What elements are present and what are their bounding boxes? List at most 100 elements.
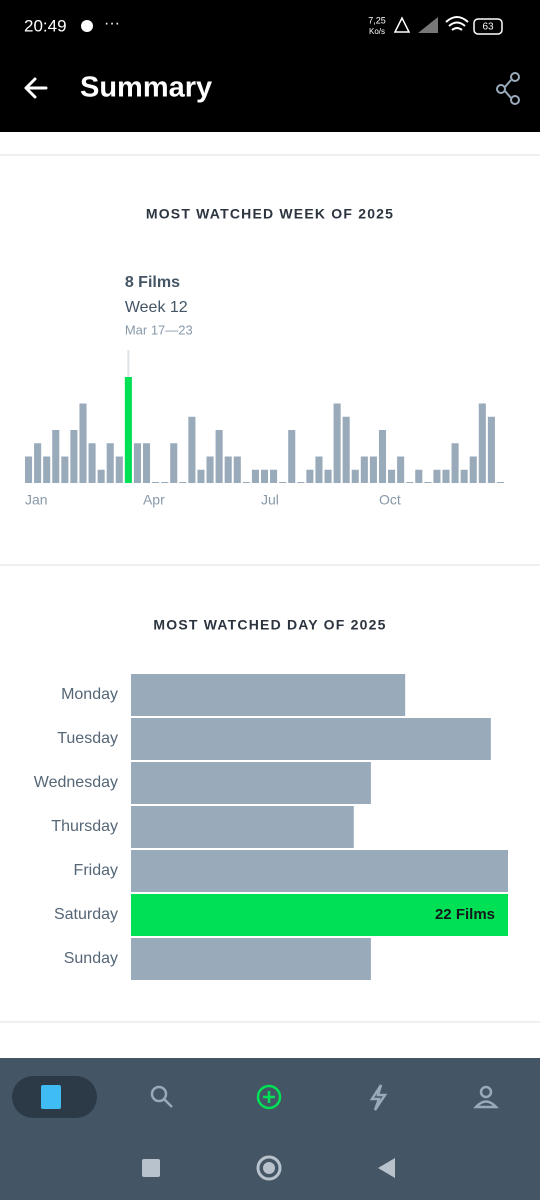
- bar: [360, 456, 368, 483]
- bar: [197, 469, 205, 483]
- highlight-label: 8 Films: [125, 274, 180, 291]
- bar: [52, 430, 60, 483]
- signal-icon: [418, 17, 438, 33]
- bar: [34, 443, 42, 483]
- bar: [460, 469, 468, 483]
- bar: [133, 443, 141, 483]
- net-unit: Ko/s: [369, 27, 385, 36]
- bar: [451, 443, 459, 483]
- bar: [297, 482, 305, 483]
- bar: [88, 443, 96, 483]
- bar: [142, 443, 151, 483]
- bar: [260, 469, 269, 483]
- bar: [131, 806, 354, 848]
- time: 20:49: [24, 16, 67, 35]
- bar: [487, 416, 495, 483]
- bar: [215, 430, 223, 483]
- bar: [170, 443, 178, 483]
- highlight-week: Week 12: [125, 299, 188, 316]
- bar: [131, 674, 406, 716]
- battery-icon: [473, 18, 503, 35]
- profile-tab[interactable]: [473, 1085, 499, 1109]
- chart-title: MOST WATCHED DAY OF 2025: [153, 617, 386, 633]
- x-tick-label: Jul: [261, 492, 279, 508]
- bar: [378, 430, 387, 483]
- bar: [131, 894, 508, 936]
- category-label: Sunday: [64, 950, 118, 967]
- bar: [70, 430, 78, 483]
- bar: [324, 469, 332, 483]
- recents-button[interactable]: [142, 1159, 160, 1177]
- bar: [115, 456, 123, 483]
- bar: [131, 718, 491, 760]
- bar: [369, 456, 377, 483]
- category-label: Friday: [74, 862, 118, 879]
- nav-back-button[interactable]: [378, 1158, 395, 1178]
- x-tick-label: Jan: [25, 492, 48, 508]
- bar: [251, 469, 259, 483]
- x-tick-label: Apr: [143, 492, 165, 508]
- wifi-icon: [445, 16, 469, 31]
- bar: [342, 416, 350, 483]
- bar: [25, 456, 33, 483]
- bar: [388, 469, 396, 483]
- bar: [333, 403, 341, 483]
- add-tab[interactable]: [256, 1084, 282, 1110]
- bar: [442, 469, 450, 483]
- bar: [478, 403, 486, 483]
- highlight-dates: Mar 17—23: [125, 322, 193, 337]
- bar: [233, 456, 241, 483]
- status-icon: [81, 20, 93, 32]
- bar: [315, 456, 323, 483]
- bar: [161, 482, 169, 483]
- home-button[interactable]: [256, 1155, 282, 1181]
- bar: [131, 762, 371, 804]
- bar: [124, 377, 132, 483]
- category-label: Thursday: [51, 818, 118, 835]
- category-label: Wednesday: [34, 774, 118, 791]
- bar: [415, 469, 423, 483]
- bar: [79, 403, 87, 483]
- net-speed: 7,25: [368, 15, 386, 25]
- bar: [242, 482, 250, 483]
- category-label: Monday: [61, 686, 118, 703]
- bar: [188, 416, 196, 483]
- share-button[interactable]: [496, 72, 520, 105]
- bar: [61, 456, 69, 483]
- bar: [97, 469, 105, 483]
- activity-tab[interactable]: [369, 1084, 388, 1111]
- bar: [270, 469, 278, 483]
- mute-icon: [393, 16, 411, 33]
- top-bar: [0, 0, 540, 132]
- back-button[interactable]: [24, 77, 48, 99]
- bar: [469, 456, 477, 483]
- category-label: Tuesday: [57, 730, 118, 747]
- bar: [433, 469, 441, 483]
- bar: [224, 456, 232, 483]
- bar: [306, 469, 314, 483]
- search-tab[interactable]: [150, 1085, 173, 1108]
- value-label: 22 Films: [435, 906, 495, 923]
- category-label: Saturday: [54, 906, 118, 923]
- header-title: Summary: [80, 72, 212, 104]
- bar: [131, 938, 371, 980]
- bar: [424, 482, 432, 483]
- bar: [397, 456, 405, 483]
- films-tab-icon[interactable]: [41, 1085, 61, 1109]
- bar: [279, 482, 287, 483]
- bar: [152, 482, 160, 483]
- status-dots: ···: [104, 15, 120, 32]
- bar: [206, 456, 214, 483]
- bar: [496, 482, 505, 483]
- home-button-dot: [263, 1162, 275, 1174]
- bar: [179, 482, 187, 483]
- bar: [106, 443, 114, 483]
- bar: [406, 482, 414, 483]
- bar: [288, 430, 296, 483]
- bar: [43, 456, 51, 483]
- bar: [131, 850, 508, 892]
- bar: [351, 469, 359, 483]
- battery-level: 63: [482, 22, 494, 33]
